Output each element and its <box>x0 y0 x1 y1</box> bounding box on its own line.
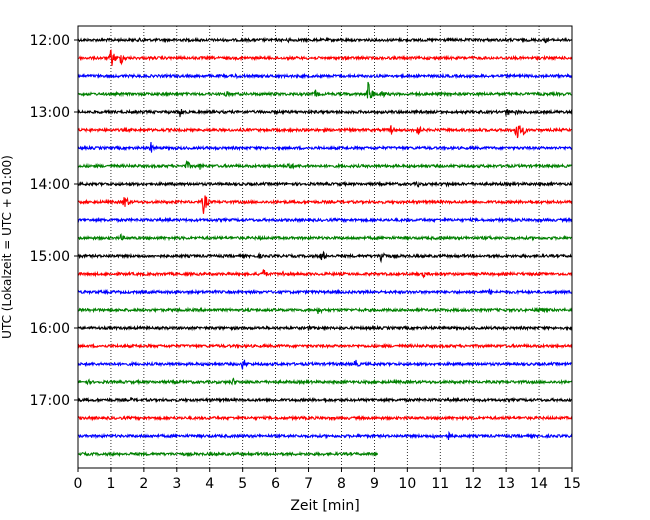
trace-1315 <box>77 125 573 139</box>
x-tick-label-12: 12 <box>464 476 482 492</box>
trace-1415 <box>77 195 573 214</box>
trace-1515 <box>77 269 573 279</box>
trace-1715 <box>77 414 573 422</box>
y-tick-label-1300: 13:00 <box>30 105 70 121</box>
trace-1545 <box>77 306 573 315</box>
y-tick-label-1600: 16:00 <box>30 321 70 337</box>
trace-1230 <box>77 72 573 80</box>
plot-frame <box>77 25 573 469</box>
x-tick-label-3: 3 <box>172 476 181 492</box>
x-tick-label-8: 8 <box>337 476 346 492</box>
y-tick-label-1200: 12:00 <box>30 33 70 49</box>
x-tick-label-14: 14 <box>530 476 548 492</box>
y-tick-label-1700: 17:00 <box>30 393 70 409</box>
trace-1430 <box>77 216 573 224</box>
trace-1700 <box>77 396 573 404</box>
x-tick-label-11: 11 <box>431 476 449 492</box>
trace-1745 <box>77 450 379 458</box>
trace-1300 <box>77 108 573 118</box>
trace-1600 <box>77 324 573 332</box>
x-tick-label-10: 10 <box>398 476 416 492</box>
y-tick-label-1500: 15:00 <box>30 249 70 265</box>
trace-1730 <box>77 430 573 440</box>
trace-1200 <box>77 36 573 44</box>
x-tick-label-7: 7 <box>304 476 313 492</box>
trace-1345 <box>77 159 573 170</box>
trace-1630 <box>77 359 573 370</box>
x-axis-title: Zeit [min] <box>290 498 359 514</box>
x-tick-label-9: 9 <box>370 476 379 492</box>
trace-1245 <box>77 81 573 99</box>
x-tick-label-6: 6 <box>271 476 280 492</box>
x-axis-ticks: 0 1 2 3 4 5 6 7 8 9 10 11 12 13 14 15 <box>74 468 581 492</box>
seismic-traces <box>77 36 573 458</box>
x-tick-label-0: 0 <box>74 476 83 492</box>
y-tick-label-1400: 14:00 <box>30 177 70 193</box>
x-tick-label-5: 5 <box>238 476 247 492</box>
x-tick-label-2: 2 <box>139 476 148 492</box>
x-tick-label-4: 4 <box>205 476 214 492</box>
x-tick-label-13: 13 <box>497 476 515 492</box>
trace-1530 <box>77 288 573 296</box>
x-tick-label-1: 1 <box>106 476 115 492</box>
trace-1615 <box>77 342 573 350</box>
y-axis-ticks: 12:00 13:00 14:00 15:00 16:00 17:00 <box>30 33 78 409</box>
trace-1500 <box>77 250 573 264</box>
trace-1645 <box>77 377 573 386</box>
trace-1330 <box>77 141 573 153</box>
trace-1215 <box>77 49 573 66</box>
y-axis-title: UTC (Lokalzeit = UTC + 01:00) <box>0 155 14 339</box>
trace-1445 <box>77 233 573 242</box>
x-tick-label-15: 15 <box>563 476 581 492</box>
trace-1400 <box>77 180 573 188</box>
